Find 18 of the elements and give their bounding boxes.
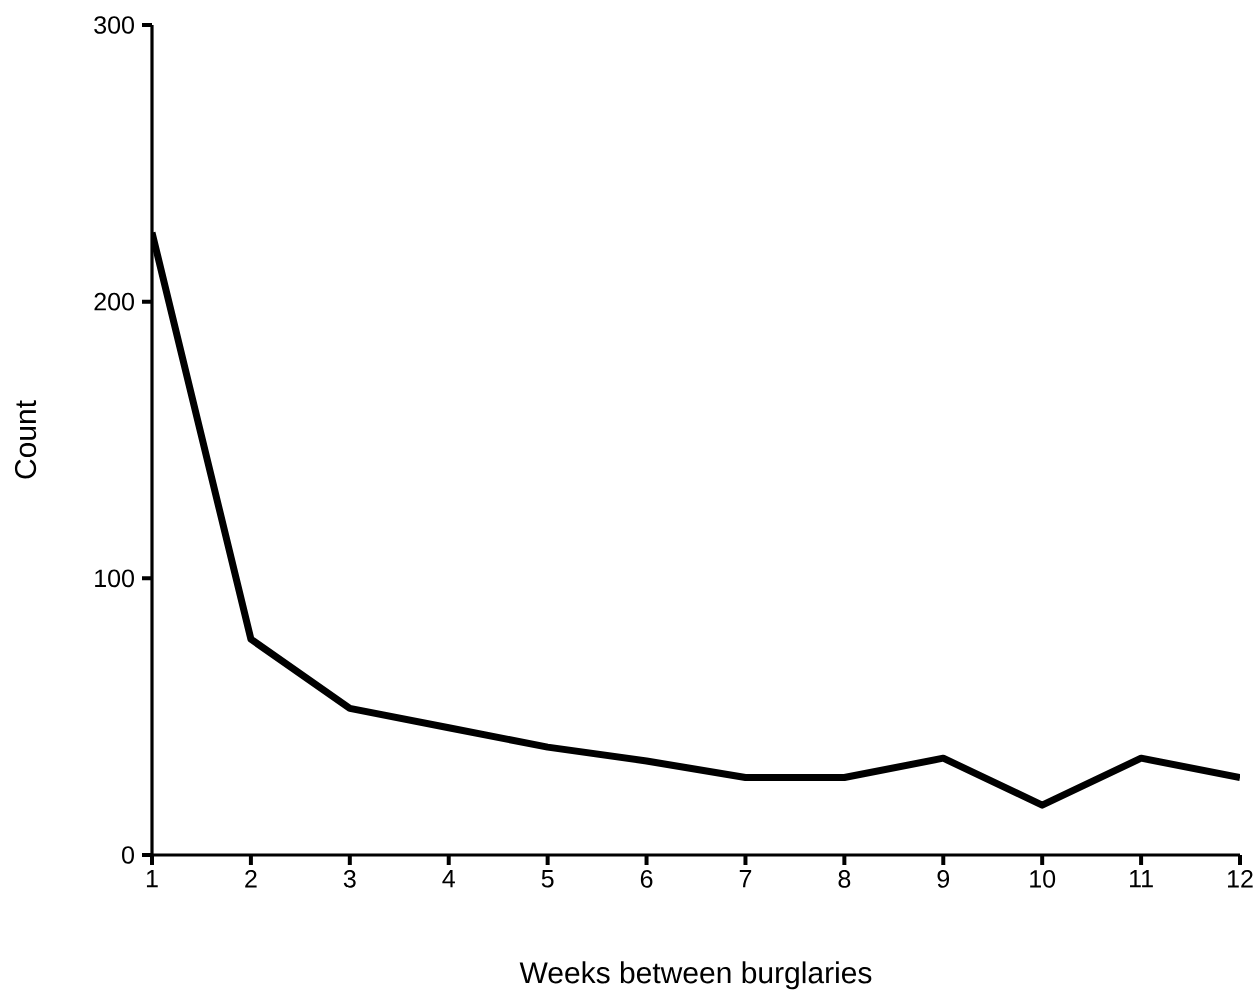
x-tick-label: 4 <box>442 870 455 888</box>
x-tick-label: 11 <box>1130 870 1153 888</box>
x-tick-label: 10 <box>1030 870 1056 888</box>
y-axis-title: Count <box>14 400 37 479</box>
x-tick-label: 9 <box>937 870 950 888</box>
x-tick-label: 7 <box>739 870 752 888</box>
y-tick-label: 200 <box>94 292 134 311</box>
y-tick-label: 0 <box>122 846 134 864</box>
y-tick-label: 300 <box>94 16 134 34</box>
x-tick-label: 3 <box>343 870 356 888</box>
x-tick-label: 6 <box>640 870 653 888</box>
x-axis-title: Weeks between burglaries <box>519 961 872 990</box>
x-tick-label: 5 <box>541 870 554 888</box>
x-tick-label: 2 <box>245 870 257 888</box>
x-tick-label: 1 <box>146 870 158 888</box>
x-tick-label: 12 <box>1228 870 1253 888</box>
x-tick-label: 8 <box>838 870 851 888</box>
y-tick-label: 100 <box>95 569 134 588</box>
